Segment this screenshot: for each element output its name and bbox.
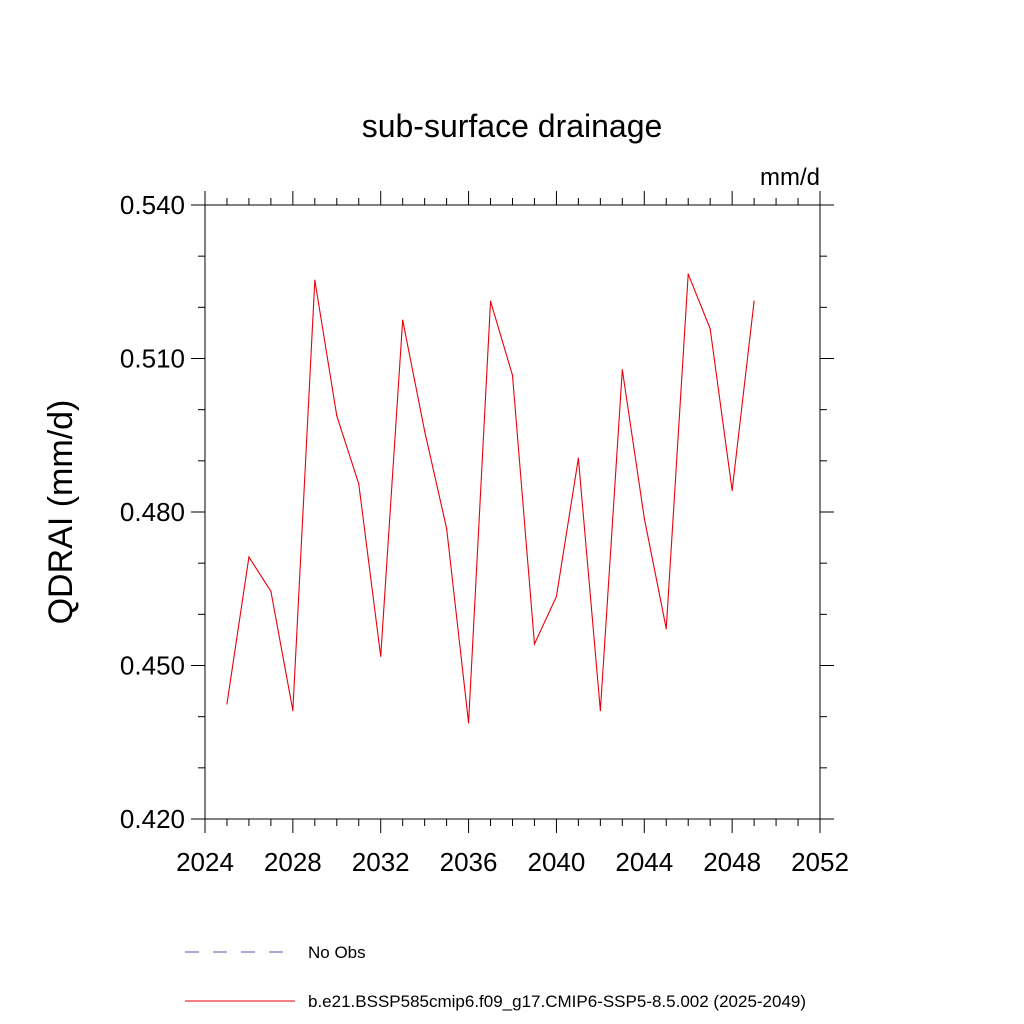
chart-title: sub-surface drainage [362, 108, 663, 144]
y-axis-label: QDRAI (mm/d) [42, 400, 80, 625]
data-point [467, 722, 470, 724]
data-point [226, 703, 228, 705]
data-point [248, 556, 250, 558]
data-point [292, 709, 294, 712]
x-tick-label: 2036 [440, 847, 498, 877]
x-tick-label: 2048 [703, 847, 761, 877]
series-layer [226, 273, 755, 724]
axis-ticks [191, 191, 834, 833]
data-point [270, 590, 272, 592]
plot-frame [204, 204, 821, 820]
series-line-1 [226, 273, 755, 723]
data-point [687, 273, 689, 275]
data-point [424, 430, 426, 432]
y-tick-label: 0.450 [120, 651, 185, 681]
legend: No Obs b.e21.BSSP585cmip6.f09_g17.CMIP6-S… [185, 943, 806, 1011]
data-point [446, 527, 448, 529]
x-tick-label: 2028 [264, 847, 322, 877]
data-point [665, 628, 667, 630]
data-point [380, 655, 382, 657]
units-label: mm/d [760, 164, 820, 191]
data-point [555, 595, 558, 598]
data-point [489, 300, 492, 302]
data-point [599, 709, 601, 712]
data-point [533, 643, 536, 645]
x-tick-label: 2040 [528, 847, 586, 877]
data-point [643, 517, 645, 519]
legend-label-0: No Obs [308, 943, 366, 962]
data-point [511, 374, 514, 376]
data-point [402, 319, 404, 321]
x-tick-label: 2052 [791, 847, 849, 877]
data-point [358, 483, 360, 485]
data-point [577, 457, 579, 459]
x-tick-label: 2032 [352, 847, 410, 877]
data-point [709, 328, 711, 330]
data-point [731, 489, 733, 492]
x-tick-label: 2024 [176, 847, 234, 877]
y-tick-label: 0.420 [120, 804, 185, 834]
y-tick-label: 0.510 [120, 344, 185, 374]
x-tick-label: 2044 [615, 847, 673, 877]
y-tick-label: 0.480 [120, 497, 185, 527]
data-point [621, 369, 623, 371]
data-point [336, 415, 338, 417]
y-tick-label: 0.540 [120, 190, 185, 220]
data-point [314, 279, 316, 281]
legend-label-1: b.e21.BSSP585cmip6.f09_g17.CMIP6-SSP5-8.… [308, 992, 806, 1011]
data-point [753, 300, 755, 302]
tick-labels: 2024 2028 2032 2036 2040 2044 2048 2052 0.420 0.4… [120, 190, 849, 877]
